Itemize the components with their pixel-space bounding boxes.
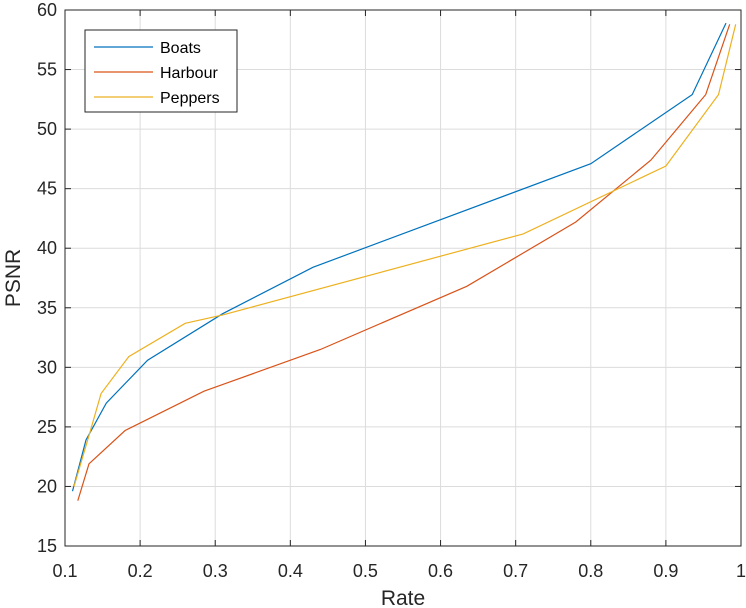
- legend: Boats Harbour Peppers: [84, 29, 238, 113]
- series-line-boats: [71, 22, 727, 492]
- x-tick-label: 1: [736, 561, 746, 581]
- x-tick-label: 0.5: [353, 561, 378, 581]
- y-tick-label: 20: [37, 476, 57, 496]
- series-line-peppers: [73, 24, 737, 487]
- y-tick-label: 15: [37, 536, 57, 556]
- y-tick-label: 40: [37, 238, 57, 258]
- y-axis-ticks: 15 20 25 30 35 40 45 50 55 60: [37, 0, 741, 556]
- y-tick-label: 60: [37, 0, 57, 20]
- x-axis-title: Rate: [381, 587, 425, 608]
- x-axis-ticks: 0.1 0.2 0.3 0.4 0.5 0.6 0.7 0.8 0.9 1: [52, 10, 746, 581]
- x-tick-label: 0.7: [503, 561, 528, 581]
- y-tick-label: 30: [37, 357, 57, 377]
- x-tick-label: 0.3: [203, 561, 228, 581]
- y-tick-label: 50: [37, 119, 57, 139]
- series-line-harbour: [77, 24, 731, 501]
- series-lines: [71, 22, 737, 501]
- y-tick-label: 35: [37, 298, 57, 318]
- x-tick-label: 0.1: [52, 561, 77, 581]
- x-tick-label: 0.4: [278, 561, 303, 581]
- legend-label: Boats: [160, 40, 201, 57]
- x-tick-label: 0.2: [128, 561, 153, 581]
- y-tick-label: 25: [37, 417, 57, 437]
- legend-box: [84, 29, 238, 113]
- plot-frame: [64, 9, 742, 547]
- x-tick-label: 0.9: [653, 561, 678, 581]
- x-tick-label: 0.6: [428, 561, 453, 581]
- y-tick-label: 55: [37, 60, 57, 80]
- grid: [65, 10, 741, 546]
- y-tick-label: 45: [37, 179, 57, 199]
- legend-label: Harbour: [160, 65, 218, 82]
- legend-label: Peppers: [160, 90, 220, 107]
- x-tick-label: 0.8: [578, 561, 603, 581]
- y-axis-title: PSNR: [2, 249, 25, 307]
